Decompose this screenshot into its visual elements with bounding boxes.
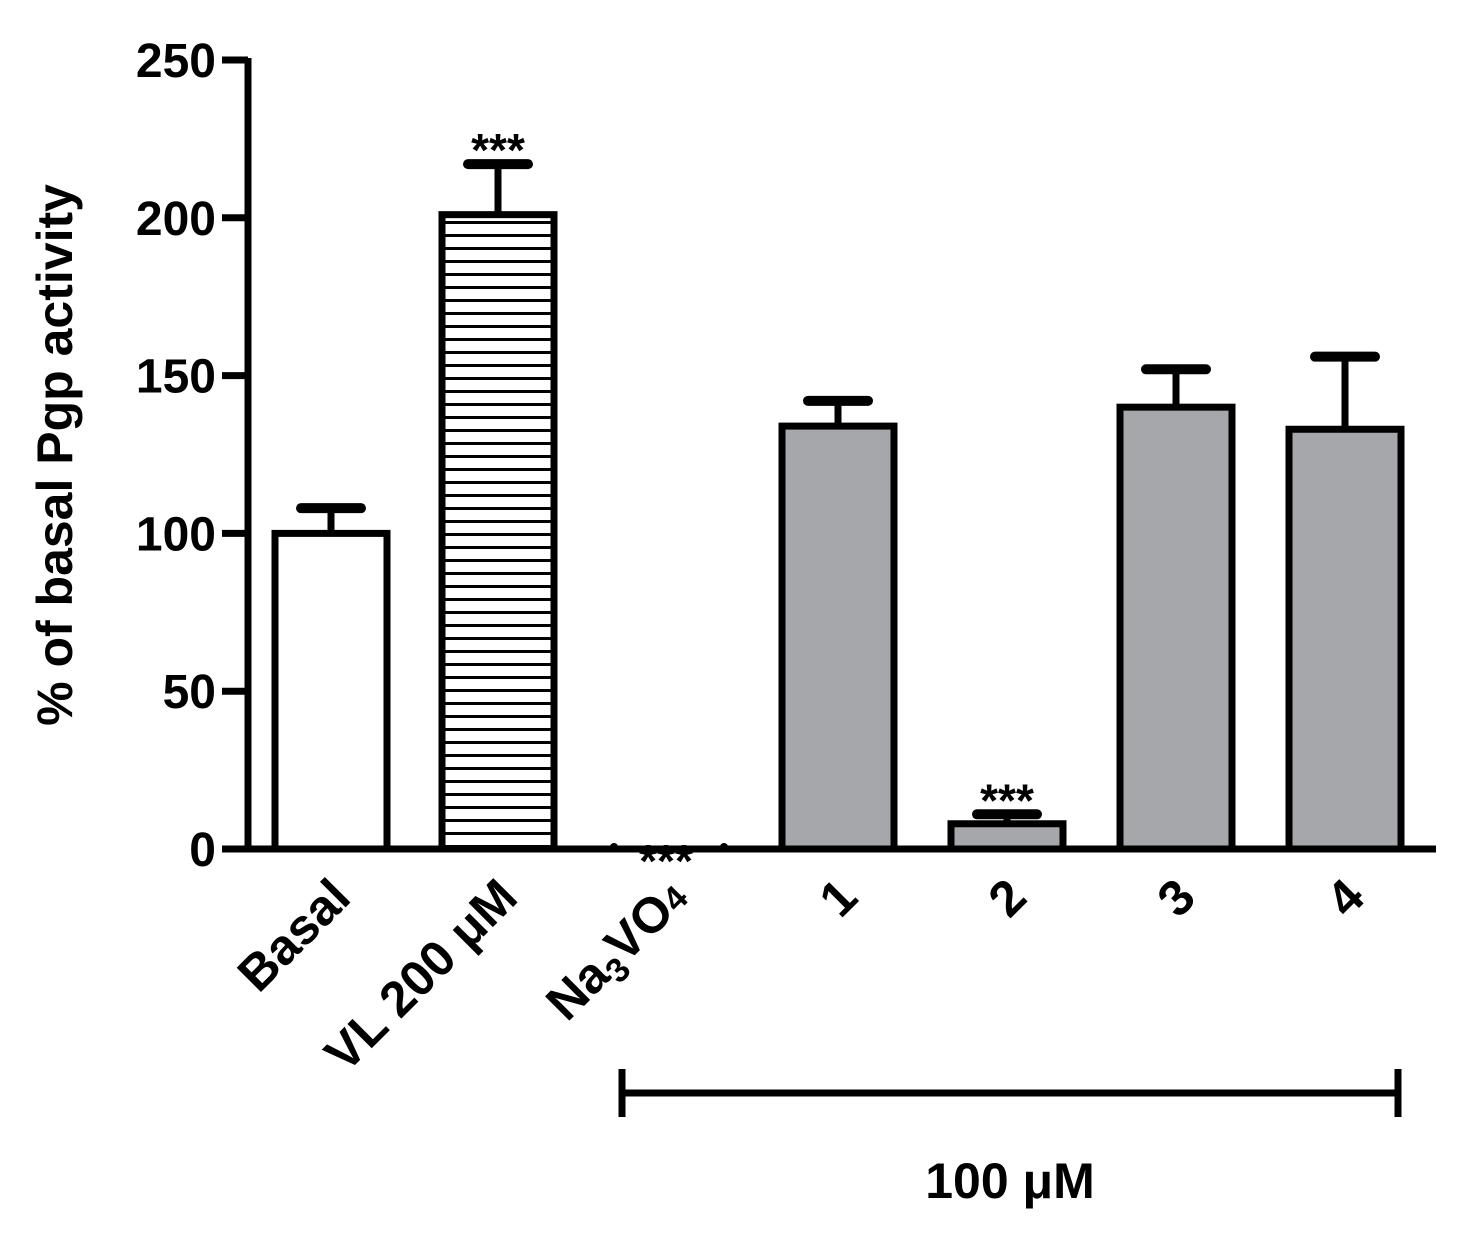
bar: [778, 422, 898, 853]
y-tick-label: 150: [136, 351, 216, 404]
y-tick-label: 50: [163, 666, 216, 719]
x-tick-label: 1: [809, 868, 868, 927]
y-tick-label: 250: [136, 35, 216, 88]
bar: [1285, 425, 1405, 853]
y-tick-label: 0: [189, 824, 216, 877]
bar: [271, 529, 391, 853]
significance-annotation: ***: [980, 774, 1034, 826]
bar: [1116, 403, 1236, 853]
zero-marker: [610, 843, 618, 851]
x-tick-label: 3: [1147, 868, 1206, 927]
significance-annotation: ***: [471, 124, 525, 176]
bar: [438, 211, 558, 853]
x-tick-label: 4: [1316, 868, 1375, 927]
zero-marker: [720, 843, 728, 851]
bracket-label: 100 μM: [925, 1153, 1095, 1209]
group-bracket: 100 μM: [618, 1069, 1402, 1209]
x-tick-label: Na3VO4: [535, 868, 703, 1036]
y-axis: 0 50 100 150 200 250: [136, 35, 1436, 877]
x-tick-label: Basal: [227, 868, 361, 1002]
significance-annotation: ***: [639, 835, 693, 887]
bar: [947, 820, 1067, 853]
y-axis-label: % of basal Pgp activity: [27, 184, 83, 726]
y-tick-label: 200: [136, 193, 216, 246]
bars-group: *** *** ***: [271, 124, 1405, 887]
y-tick-label: 100: [136, 508, 216, 561]
x-tick-label: 2: [978, 868, 1037, 927]
